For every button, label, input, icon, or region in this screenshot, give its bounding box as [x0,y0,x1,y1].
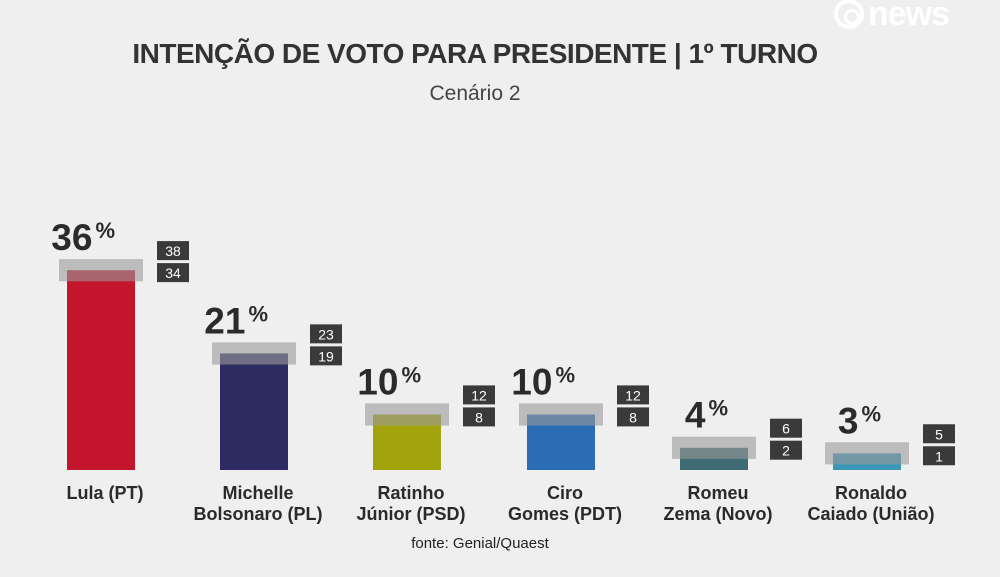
category-label: Gomes (PDT) [508,504,622,524]
category-label: Júnior (PSD) [356,504,465,524]
lower-bound-box [923,446,955,466]
value-label: 4% [685,395,728,436]
source-note: fonte: Genial/Quaest [411,535,549,552]
lower-bound-label: 8 [475,409,483,425]
upper-bound-label: 38 [165,243,181,259]
upper-bound-label: 23 [318,326,334,342]
lower-bound-label: 19 [318,348,334,364]
error-band [519,403,603,426]
lower-bound-label: 2 [782,443,790,459]
chart-title: INTENÇÃO DE VOTO PARA PRESIDENTE | 1º TU… [132,38,818,69]
value-unit: % [401,362,421,387]
lower-bound-box [617,407,649,427]
error-band [672,436,756,459]
value-unit: % [555,362,575,387]
error-band [365,403,449,426]
category-label: Zema (Novo) [663,504,772,524]
value-unit: % [861,401,881,426]
error-band [59,259,143,282]
category-label: Lula (PT) [67,483,144,503]
value-label: 10% [511,361,575,402]
category-label: Bolsonaro (PL) [194,504,323,524]
category-label: Caiado (União) [807,504,934,524]
error-band [212,342,296,365]
value-label: 3% [838,400,881,441]
bar [67,270,135,470]
lower-bound-box [310,346,342,366]
lower-bound-label: 34 [165,265,181,281]
category-label: Michelle [222,483,293,503]
category-label: Romeu [687,483,748,503]
chart-subtitle: Cenário 2 [429,82,521,105]
upper-bound-label: 6 [782,421,790,437]
category-label: Ronaldo [835,483,907,503]
globo-logo-icon [834,0,864,29]
category-label: Ciro [547,483,583,503]
error-band [825,442,909,465]
upper-bound-box [157,241,189,261]
category-label: Ratinho [378,483,445,503]
lower-bound-box [770,440,802,460]
value-unit: % [95,218,115,243]
upper-bound-box [463,385,495,405]
upper-bound-label: 12 [471,387,487,403]
logo: news [834,0,950,34]
bar [220,353,288,470]
value-unit: % [248,301,268,326]
upper-bound-label: 5 [935,426,943,442]
logo-text: news [868,0,950,33]
upper-bound-box [770,418,802,438]
lower-bound-label: 8 [629,409,637,425]
upper-bound-box [310,324,342,344]
upper-bound-box [923,424,955,444]
lower-bound-box [157,263,189,283]
value-label: 10% [357,361,421,402]
upper-bound-label: 12 [625,387,641,403]
lower-bound-box [463,407,495,427]
upper-bound-box [617,385,649,405]
value-unit: % [708,396,728,421]
value-label: 36% [51,217,115,258]
value-label: 21% [204,300,268,341]
lower-bound-label: 1 [935,448,943,464]
